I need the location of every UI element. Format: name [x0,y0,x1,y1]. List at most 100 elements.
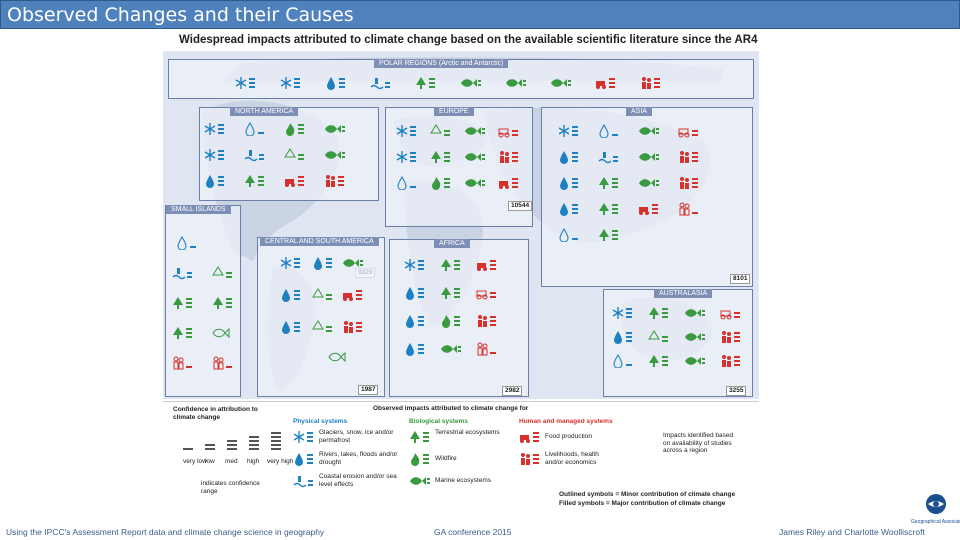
confidence-very-low: very low [183,458,207,465]
fish-icon [342,256,364,270]
fish-icon [440,342,462,356]
geographical-association-logo-icon [926,494,946,514]
logo-caption: Geographical Association [911,519,960,525]
people-icon [640,76,662,90]
fish-icon [409,474,431,488]
fish-icon [505,76,527,90]
tree-icon [172,326,194,340]
region-central-south-america-label: CENTRAL AND SOUTH AMERICA [260,237,379,246]
snow-icon [204,122,226,136]
region-australasia: AUSTRALASIA 3255 [603,289,753,397]
legend-star-note: Impacts identified based on availability… [663,432,734,454]
snow-icon [280,256,302,270]
confidence-range-note: indicates confidence range [201,480,260,495]
legend-physical-glaciers: Glaciers, snow, ice and/or permafrost [319,429,394,444]
drop-icon [558,228,580,242]
fish-icon [324,122,346,136]
drop-icon [612,354,634,368]
snow-icon [612,306,634,320]
people-icon [324,174,346,188]
drop-icon [404,342,426,356]
tree-icon [244,174,266,188]
central-south-america-ref-count: 1987 [358,385,379,395]
region-north-america-label: NORTH AMERICA [230,107,299,116]
fish-icon [328,350,350,364]
snow-icon [293,430,315,444]
legend-human-livelihoods: Livelihoods, health and/or economics [545,451,599,466]
confidence-med: med [225,458,238,465]
drop-icon [293,452,315,466]
fish-icon [638,150,660,164]
confidence-scale [183,432,281,450]
food-icon [519,430,541,444]
food-icon [595,76,617,90]
tree-icon [409,430,431,444]
drop-icon [404,286,426,300]
fish-icon [464,124,486,138]
fish-icon [464,176,486,190]
food-icon [284,174,306,188]
region-north-america: NORTH AMERICA 9329 [199,107,379,278]
drop-icon [558,176,580,190]
region-central-south-america: CENTRAL AND SOUTH AMERICA 1987 [257,237,385,397]
food-icon [342,288,364,302]
drop-icon [598,124,620,138]
drop-icon [204,174,226,188]
people-icon [498,150,520,164]
confidence-high: high [247,458,260,465]
figure-legend: Confidence in attribution to climate cha… [163,401,759,510]
snow-icon [280,76,302,90]
food-icon [498,124,520,138]
legend-biological-marine: Marine ecosystems [435,477,491,484]
people-icon [519,452,541,466]
fire-icon [284,122,306,136]
coast-icon [172,266,194,280]
legend-human-food: Food production [545,433,592,440]
tree-icon [648,306,670,320]
region-europe: EUROPE 10544 [385,107,533,227]
tree-icon [312,288,334,302]
food-icon [476,258,498,272]
food-icon [476,286,498,300]
confidence-low: low [205,458,215,465]
tree-icon [598,202,620,216]
snow-icon [396,150,418,164]
footer-center: GA conference 2015 [434,527,512,537]
region-europe-label: EUROPE [434,107,474,116]
people-icon [342,320,364,334]
snow-icon [235,76,257,90]
tree-icon [415,76,437,90]
legend-physical-header: Physical systems [293,418,348,425]
region-africa-label: AFRICA [434,239,470,248]
coast-icon [244,148,266,162]
snow-icon [558,124,580,138]
tree-icon [598,228,620,242]
fish-icon [684,306,706,320]
confidence-very-high: very high [267,458,294,465]
region-australasia-label: AUSTRALASIA [654,289,713,298]
fish-icon [464,150,486,164]
region-polar: POLAR REGIONS (Arctic and Antarctic) [168,59,754,99]
drop-icon [280,320,302,334]
food-icon [638,202,660,216]
australasia-ref-count: 3255 [726,386,747,396]
people-icon [476,314,498,328]
coast-icon [598,150,620,164]
people-icon [678,176,700,190]
legend-biological-terrestrial: Terrestrial ecosystems [435,429,500,436]
fish-icon [684,354,706,368]
fish-icon [550,76,572,90]
africa-ref-count: 2982 [502,386,523,396]
snow-icon [396,124,418,138]
world-map: POLAR REGIONS (Arctic and Antarctic) NOR… [163,51,759,399]
footer-right: James Riley and Charlotte Woolliscroft [779,527,925,537]
tree-icon [440,258,462,272]
fire-icon [440,314,462,328]
slide-title-bar: Observed Changes and their Causes [0,0,960,29]
tree-icon [440,286,462,300]
food-icon [678,124,700,138]
drop-icon [244,122,266,136]
people-icon [212,356,234,370]
europe-ref-count: 10544 [508,201,533,211]
fish-icon [638,176,660,190]
